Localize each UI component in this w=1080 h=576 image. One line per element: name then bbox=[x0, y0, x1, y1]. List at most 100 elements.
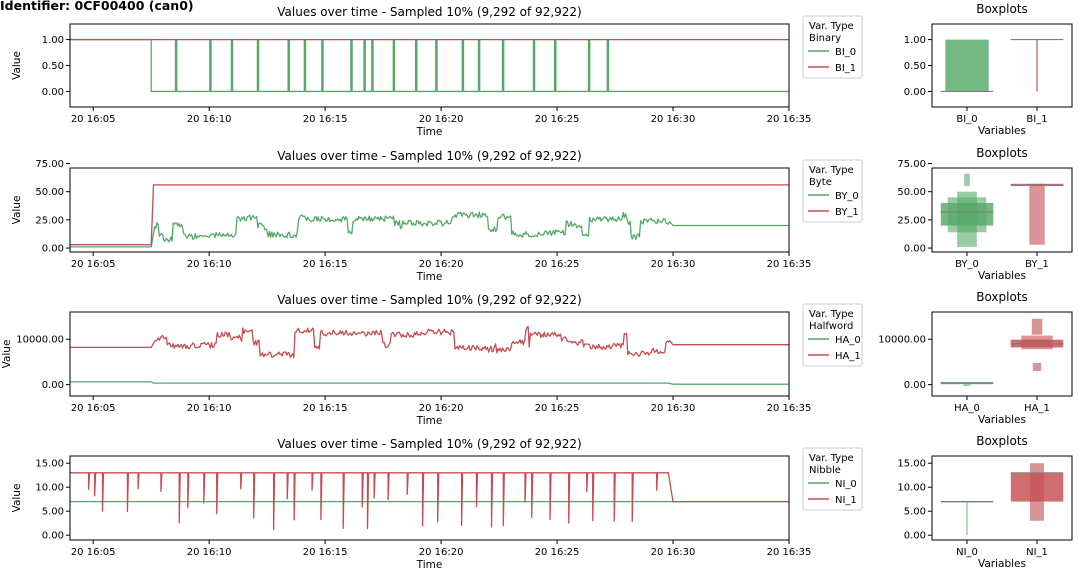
boxplot-x-tick-label: BI_0 bbox=[956, 114, 977, 125]
legend-title: Var. Type bbox=[809, 309, 854, 320]
x-tick-label: 20 16:05 bbox=[71, 403, 116, 414]
legend-box bbox=[802, 447, 863, 511]
boxplot-level bbox=[966, 501, 968, 536]
legend-subtitle: Byte bbox=[809, 177, 832, 188]
legend-title: Var. Type bbox=[809, 453, 854, 464]
figure-identifier: Identifier: 0CF00400 (can0) bbox=[0, 0, 194, 13]
x-tick-label: 20 16:25 bbox=[535, 114, 580, 125]
boxplot-y-tick-label: 50.00 bbox=[897, 187, 926, 198]
boxplot-level bbox=[1032, 362, 1042, 372]
series-line-BY_1 bbox=[70, 184, 789, 246]
boxplot-box-HA_1 bbox=[1010, 318, 1064, 372]
line-plot-frame bbox=[69, 167, 790, 253]
boxplot-y-tick-label: 10000.00 bbox=[878, 335, 926, 346]
y-tick-label: 10.00 bbox=[35, 483, 64, 494]
x-tick-label: 20 16:05 bbox=[71, 114, 116, 125]
boxplot-box-NI_0 bbox=[940, 501, 994, 536]
boxplot-y-tick-label: 1.00 bbox=[904, 35, 926, 46]
x-tick-label: 20 16:10 bbox=[187, 403, 232, 414]
boxplot-y-tick-label: 10.00 bbox=[897, 483, 926, 494]
x-axis-label: Time bbox=[416, 271, 443, 283]
legend-subtitle: Halfword bbox=[809, 321, 853, 332]
line-chart-title: Values over time - Sampled 10% (9,292 of… bbox=[277, 293, 581, 307]
boxplot-x-axis-label: Variables bbox=[978, 270, 1026, 282]
boxplot-x-tick-label: HA_0 bbox=[954, 403, 980, 414]
y-tick-label: 75.00 bbox=[35, 159, 64, 170]
boxplot-frame bbox=[931, 23, 1073, 108]
boxplot-frame bbox=[931, 311, 1073, 397]
boxplot-y-tick-label: 0.00 bbox=[904, 531, 926, 542]
boxplot-box-HA_0 bbox=[940, 381, 994, 386]
series-line-BI_0 bbox=[70, 38, 789, 93]
x-axis-label: Time bbox=[416, 126, 443, 138]
boxplot-frame bbox=[931, 167, 1073, 253]
legend-label: BI_0 bbox=[835, 47, 856, 58]
legend-box bbox=[802, 303, 863, 367]
boxplot-level bbox=[964, 173, 970, 186]
legend-label: HA_0 bbox=[835, 335, 861, 346]
y-tick-label: 5.00 bbox=[42, 507, 64, 518]
x-tick-label: 20 16:20 bbox=[419, 259, 464, 270]
boxplot-panel: Boxplots 0.00 5.00 10.00 15.00 NI_0 NI_1Variab… bbox=[897, 434, 1073, 570]
series-line-NI_1 bbox=[70, 472, 789, 531]
x-tick-label: 20 16:15 bbox=[303, 259, 348, 270]
boxplot-x-tick-label: NI_0 bbox=[956, 547, 978, 558]
chart-panel-0: Values over time - Sampled 10% (9,292 of… bbox=[11, 2, 1073, 138]
x-tick-label: 20 16:30 bbox=[651, 114, 696, 125]
series-line-HA_1 bbox=[70, 325, 789, 359]
x-tick-label: 20 16:15 bbox=[303, 403, 348, 414]
boxplot-y-tick-label: 0.00 bbox=[904, 380, 926, 391]
x-tick-label: 20 16:05 bbox=[71, 259, 116, 270]
series-line-HA_0 bbox=[70, 381, 789, 385]
x-tick-label: 20 16:35 bbox=[767, 259, 812, 270]
boxplot-y-tick-label: 15.00 bbox=[897, 459, 926, 470]
boxplot-y-tick-label: 0.00 bbox=[904, 87, 926, 98]
y-tick-label: 0.50 bbox=[42, 61, 64, 72]
y-axis-label: Value bbox=[11, 484, 23, 513]
boxplot-box-BI_1 bbox=[1010, 38, 1064, 92]
boxplot-x-axis-label: Variables bbox=[978, 414, 1026, 426]
chart-panel-1: Values over time - Sampled 10% (9,292 of… bbox=[11, 146, 1073, 283]
chart-panel-2: Values over time - Sampled 10% (9,292 of… bbox=[1, 290, 1073, 427]
y-tick-label: 0.00 bbox=[42, 87, 64, 98]
boxplot-box-BY_1 bbox=[1010, 183, 1064, 245]
x-tick-label: 20 16:30 bbox=[651, 403, 696, 414]
x-tick-label: 20 16:15 bbox=[303, 114, 348, 125]
legend-title: Var. Type bbox=[809, 21, 854, 32]
legend-box bbox=[802, 15, 863, 79]
boxplot-x-axis-label: Variables bbox=[978, 558, 1026, 570]
x-tick-label: 20 16:25 bbox=[535, 403, 580, 414]
boxplot-x-tick-label: BI_1 bbox=[1026, 114, 1047, 125]
x-tick-label: 20 16:10 bbox=[187, 259, 232, 270]
boxplot-y-tick-label: 5.00 bbox=[904, 507, 926, 518]
boxplot-title: Boxplots bbox=[976, 2, 1028, 16]
x-tick-label: 20 16:25 bbox=[535, 547, 580, 558]
boxplot-x-tick-label: BY_1 bbox=[1025, 259, 1049, 270]
boxplot-x-tick-label: BY_0 bbox=[955, 259, 979, 270]
boxplot-x-axis-label: Variables bbox=[978, 125, 1026, 137]
x-tick-label: 20 16:05 bbox=[71, 547, 116, 558]
x-tick-label: 20 16:35 bbox=[767, 547, 812, 558]
boxplot-level bbox=[963, 384, 971, 386]
boxplot-y-tick-label: 25.00 bbox=[897, 215, 926, 226]
boxplot-box-NI_1 bbox=[1010, 463, 1064, 521]
y-tick-label: 0.00 bbox=[42, 244, 64, 255]
boxplot-box-BI_0 bbox=[940, 39, 994, 93]
line-plot-frame bbox=[69, 311, 790, 397]
x-tick-label: 20 16:30 bbox=[651, 259, 696, 270]
legend-subtitle: Nibble bbox=[809, 465, 841, 476]
x-tick-label: 20 16:20 bbox=[419, 114, 464, 125]
boxplot-level bbox=[1029, 183, 1045, 245]
x-tick-label: 20 16:25 bbox=[535, 259, 580, 270]
legend-title: Var. Type bbox=[809, 165, 854, 176]
boxplot-x-tick-label: HA_1 bbox=[1024, 403, 1050, 414]
x-tick-label: 20 16:20 bbox=[419, 403, 464, 414]
legend-label: BY_0 bbox=[835, 191, 859, 202]
boxplot-title: Boxplots bbox=[976, 434, 1028, 448]
boxplot-level bbox=[1021, 335, 1053, 350]
boxplot-title: Boxplots bbox=[976, 290, 1028, 304]
